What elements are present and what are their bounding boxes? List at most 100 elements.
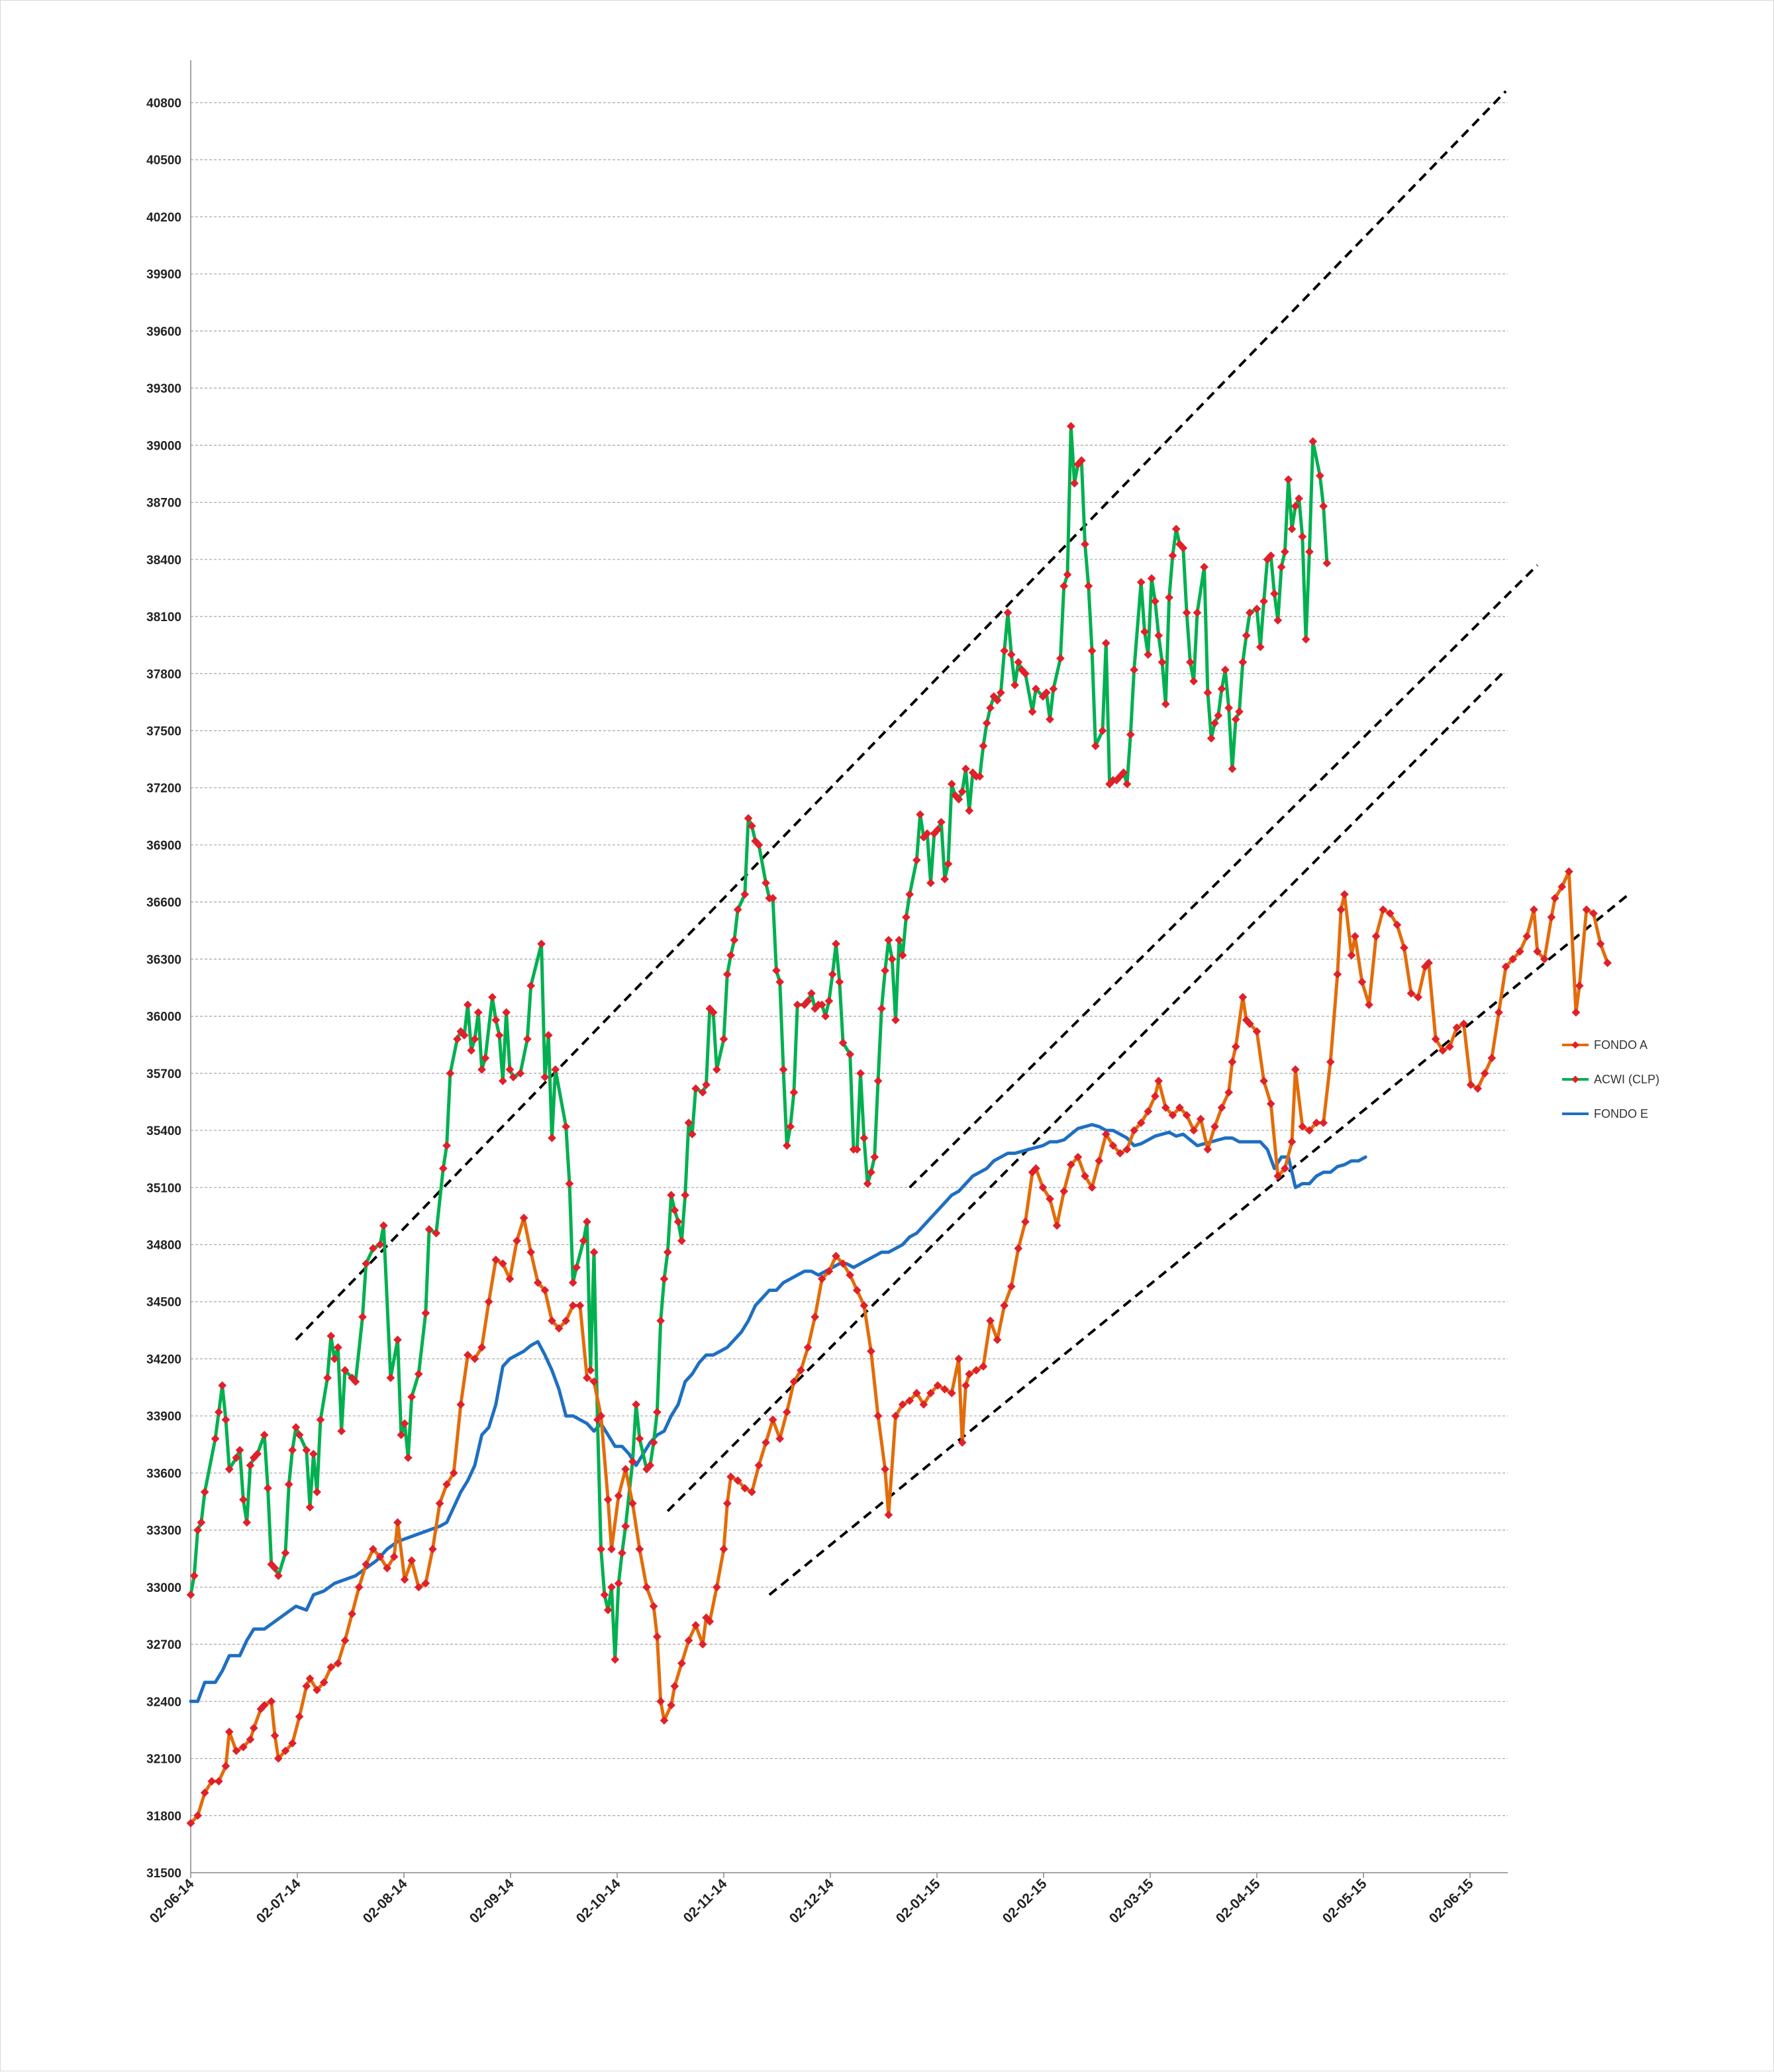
data-point bbox=[1182, 608, 1191, 617]
data-point bbox=[887, 955, 897, 963]
data-point bbox=[1466, 1080, 1475, 1089]
y-tick-label: 34500 bbox=[146, 1296, 181, 1310]
data-point bbox=[870, 1152, 879, 1161]
data-point bbox=[768, 1415, 777, 1424]
data-point bbox=[1144, 650, 1153, 659]
data-point bbox=[1122, 1145, 1132, 1154]
data-point bbox=[1193, 608, 1202, 617]
data-point bbox=[677, 1236, 686, 1246]
data-point bbox=[215, 1408, 223, 1416]
data-point bbox=[733, 1476, 742, 1485]
data-point bbox=[607, 1545, 616, 1554]
data-point bbox=[313, 1685, 322, 1695]
data-point bbox=[1452, 1023, 1461, 1032]
data-point bbox=[1256, 642, 1265, 652]
data-point bbox=[1301, 635, 1310, 644]
x-tick-label: 02-01-15 bbox=[893, 1876, 944, 1926]
data-point bbox=[733, 905, 742, 914]
data-point bbox=[898, 951, 907, 960]
data-point bbox=[358, 1312, 367, 1322]
x-tick-label: 02-10-14 bbox=[573, 1876, 624, 1926]
y-tick-label: 35400 bbox=[146, 1124, 181, 1138]
data-point bbox=[302, 1446, 311, 1455]
data-point bbox=[817, 1001, 826, 1009]
x-axis-tick-labels: 02-06-14 02-07-14 02-08-14 02-09-14 02-10-14… bbox=[147, 1876, 1477, 1926]
data-point bbox=[1385, 909, 1395, 918]
data-point bbox=[197, 1518, 206, 1527]
data-point bbox=[224, 1465, 234, 1474]
data-point bbox=[513, 1236, 521, 1246]
y-tick-label: 33000 bbox=[146, 1581, 181, 1595]
data-point bbox=[239, 1495, 248, 1505]
legend: FONDO A ACWI (CLP) FONDO E bbox=[1562, 1038, 1659, 1120]
data-point bbox=[933, 825, 942, 834]
data-point bbox=[1073, 1152, 1083, 1161]
data-point bbox=[267, 1697, 276, 1706]
data-point bbox=[1059, 581, 1069, 591]
data-point bbox=[867, 1167, 875, 1177]
data-point bbox=[442, 1141, 451, 1150]
data-point bbox=[1347, 951, 1356, 960]
data-point bbox=[1161, 1103, 1170, 1112]
trendline bbox=[295, 90, 1507, 1341]
data-point bbox=[722, 1499, 732, 1508]
data-point bbox=[1217, 684, 1226, 693]
data-point bbox=[789, 1088, 799, 1097]
data-point bbox=[1281, 547, 1289, 556]
data-point bbox=[1379, 905, 1388, 914]
y-tick-label: 32100 bbox=[146, 1753, 181, 1767]
data-point bbox=[211, 1434, 220, 1444]
data-point bbox=[470, 1354, 479, 1363]
x-tick-label: 02-06-14 bbox=[147, 1876, 197, 1926]
data-point bbox=[993, 1335, 1002, 1344]
data-point bbox=[337, 1426, 346, 1436]
data-point bbox=[705, 1617, 715, 1626]
data-point bbox=[568, 1278, 577, 1287]
data-point bbox=[442, 1480, 451, 1489]
data-point bbox=[1224, 703, 1233, 713]
data-point bbox=[1007, 1282, 1016, 1291]
data-point bbox=[1312, 1118, 1321, 1127]
data-point bbox=[748, 821, 756, 830]
data-point bbox=[1445, 1042, 1454, 1051]
data-point bbox=[1287, 1137, 1297, 1146]
data-point bbox=[1098, 726, 1107, 735]
data-point bbox=[224, 1727, 234, 1736]
data-point bbox=[684, 1636, 693, 1645]
x-tick-label: 02-05-15 bbox=[1320, 1876, 1370, 1926]
data-point bbox=[1000, 1301, 1009, 1310]
data-point bbox=[1550, 894, 1559, 903]
data-point bbox=[288, 1739, 297, 1748]
data-point bbox=[656, 1316, 665, 1325]
data-point bbox=[1154, 631, 1163, 640]
data-point bbox=[1101, 1130, 1110, 1139]
data-point bbox=[740, 890, 750, 899]
data-point bbox=[1228, 1058, 1237, 1066]
data-point bbox=[1171, 524, 1181, 534]
data-point bbox=[1564, 867, 1573, 876]
data-point bbox=[832, 940, 840, 948]
data-point bbox=[1393, 920, 1402, 930]
data-point bbox=[221, 1761, 230, 1771]
data-point bbox=[762, 879, 770, 887]
data-point bbox=[281, 1548, 290, 1557]
data-point bbox=[1031, 1164, 1040, 1173]
legend-marker bbox=[1571, 1075, 1579, 1083]
y-tick-label: 34200 bbox=[146, 1353, 181, 1367]
legend-item-acwi-clp: ACWI (CLP) bbox=[1562, 1073, 1659, 1086]
data-point bbox=[958, 787, 967, 796]
data-point bbox=[997, 688, 1005, 697]
data-point bbox=[400, 1419, 409, 1428]
data-point bbox=[993, 696, 1002, 705]
data-point bbox=[1122, 779, 1132, 789]
data-point bbox=[435, 1499, 444, 1508]
data-point bbox=[1522, 932, 1532, 941]
data-point bbox=[523, 1034, 532, 1044]
data-point bbox=[1028, 707, 1037, 716]
data-point bbox=[186, 1591, 195, 1599]
data-point bbox=[316, 1415, 325, 1424]
data-point bbox=[965, 806, 974, 815]
data-point bbox=[803, 1343, 813, 1352]
data-point bbox=[649, 1438, 658, 1447]
x-tick-label: 02-09-14 bbox=[467, 1876, 517, 1926]
